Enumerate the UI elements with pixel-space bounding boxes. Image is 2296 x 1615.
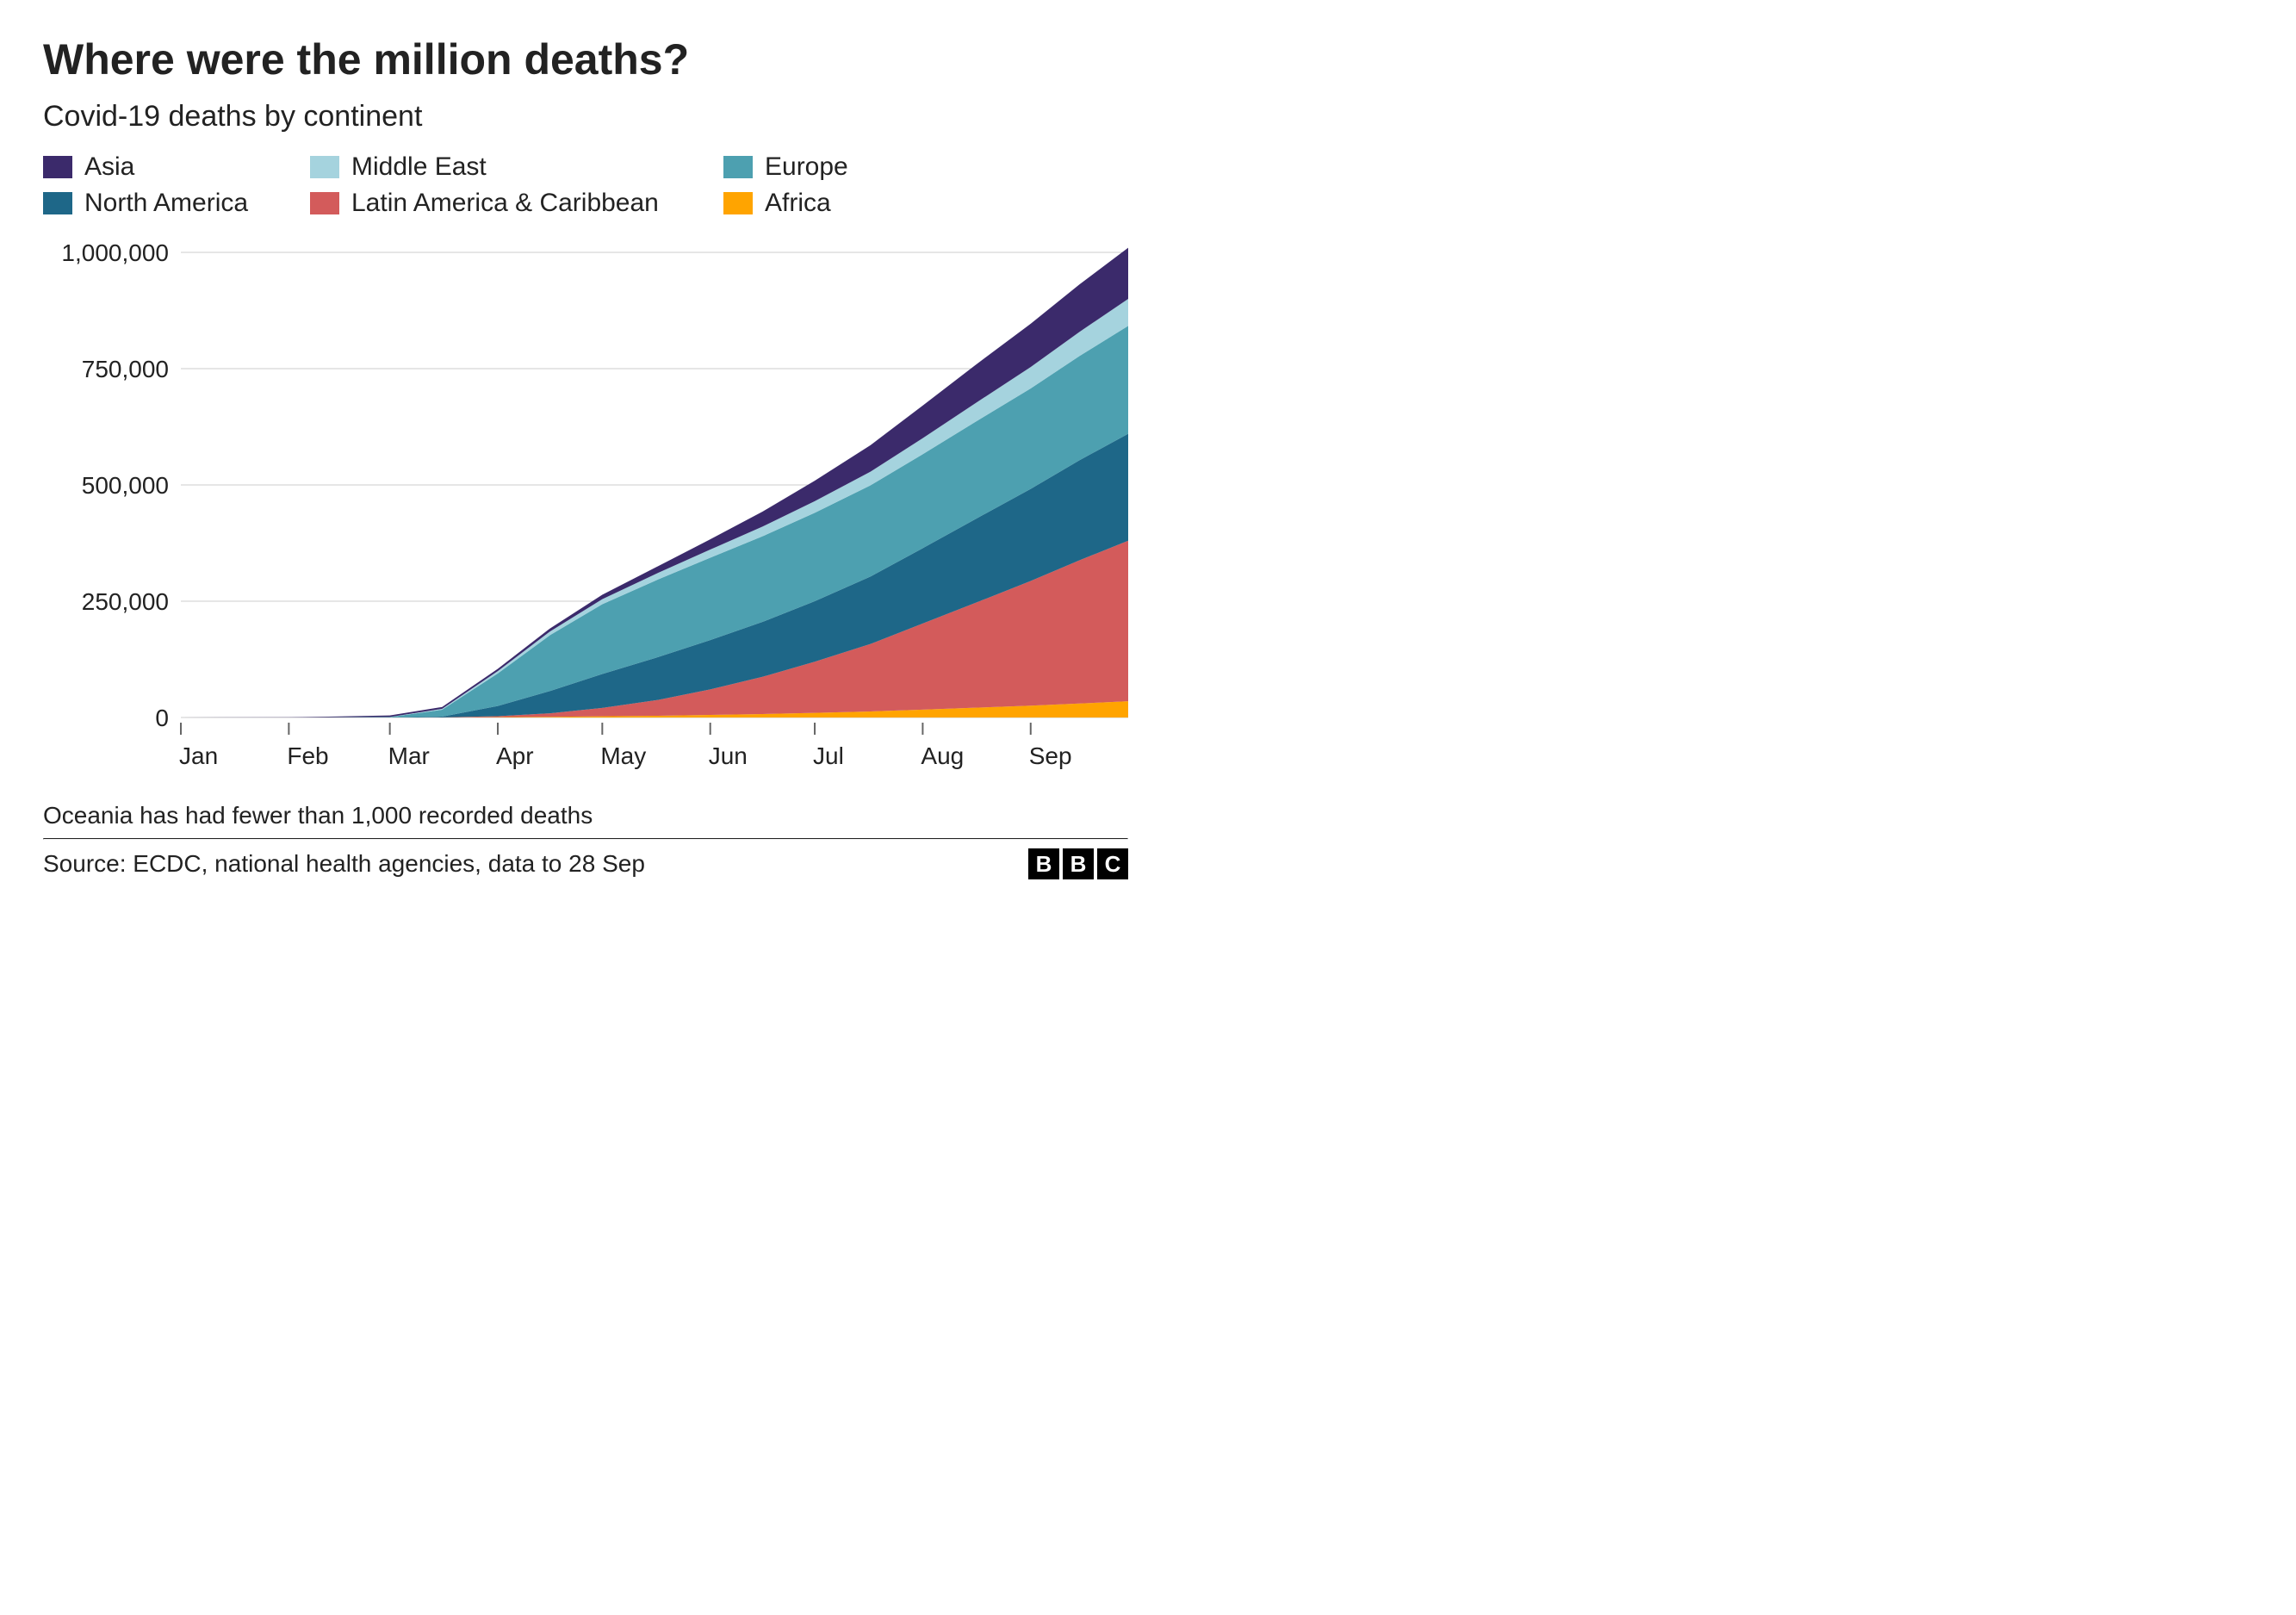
chart-container: Where were the million deaths? Covid-19 …: [43, 34, 1128, 879]
legend-item: Africa: [723, 189, 947, 218]
bbc-logo: BBC: [1028, 848, 1128, 879]
source-row: Source: ECDC, national health agencies, …: [43, 840, 1128, 879]
bbc-logo-box: B: [1028, 848, 1059, 879]
chart-title: Where were the million deaths?: [43, 34, 1128, 84]
svg-text:250,000: 250,000: [82, 588, 169, 615]
svg-text:0: 0: [155, 705, 169, 731]
svg-text:1,000,000: 1,000,000: [61, 244, 169, 266]
legend-item: Asia: [43, 152, 310, 182]
svg-text:Jun: Jun: [709, 742, 748, 769]
bbc-logo-box: B: [1063, 848, 1094, 879]
legend-swatch: [43, 156, 72, 178]
legend-item: Europe: [723, 152, 947, 182]
svg-text:May: May: [600, 742, 646, 769]
svg-text:Feb: Feb: [287, 742, 328, 769]
svg-text:750,000: 750,000: [82, 356, 169, 382]
legend-label: Europe: [765, 152, 848, 182]
source-text: Source: ECDC, national health agencies, …: [43, 850, 645, 878]
legend-item: North America: [43, 189, 310, 218]
legend-label: Africa: [765, 189, 831, 218]
svg-text:Mar: Mar: [388, 742, 430, 769]
footnote: Oceania has had fewer than 1,000 recorde…: [43, 802, 1128, 829]
legend-swatch: [723, 192, 753, 214]
svg-text:Apr: Apr: [496, 742, 534, 769]
legend-swatch: [310, 156, 339, 178]
bbc-logo-box: C: [1097, 848, 1128, 879]
svg-text:Jul: Jul: [813, 742, 844, 769]
chart-area: 0 250,000 500,000 750,000 1,000,000 Jan Feb Mar…: [43, 244, 1128, 778]
legend-swatch: [43, 192, 72, 214]
legend-label: North America: [84, 189, 248, 218]
svg-text:500,000: 500,000: [82, 472, 169, 499]
legend-item: Middle East: [310, 152, 723, 182]
chart-subtitle: Covid-19 deaths by continent: [43, 100, 1128, 134]
legend-item: Latin America & Caribbean: [310, 189, 723, 218]
svg-text:Aug: Aug: [921, 742, 964, 769]
legend-label: Middle East: [351, 152, 487, 182]
legend-swatch: [723, 156, 753, 178]
legend: Asia Middle East Europe North America Latin …: [43, 152, 1128, 218]
svg-text:Jan: Jan: [179, 742, 218, 769]
legend-label: Asia: [84, 152, 134, 182]
svg-text:Sep: Sep: [1029, 742, 1072, 769]
area-chart-svg: 0 250,000 500,000 750,000 1,000,000 Jan Feb Mar…: [43, 244, 1128, 778]
legend-label: Latin America & Caribbean: [351, 189, 659, 218]
legend-swatch: [310, 192, 339, 214]
